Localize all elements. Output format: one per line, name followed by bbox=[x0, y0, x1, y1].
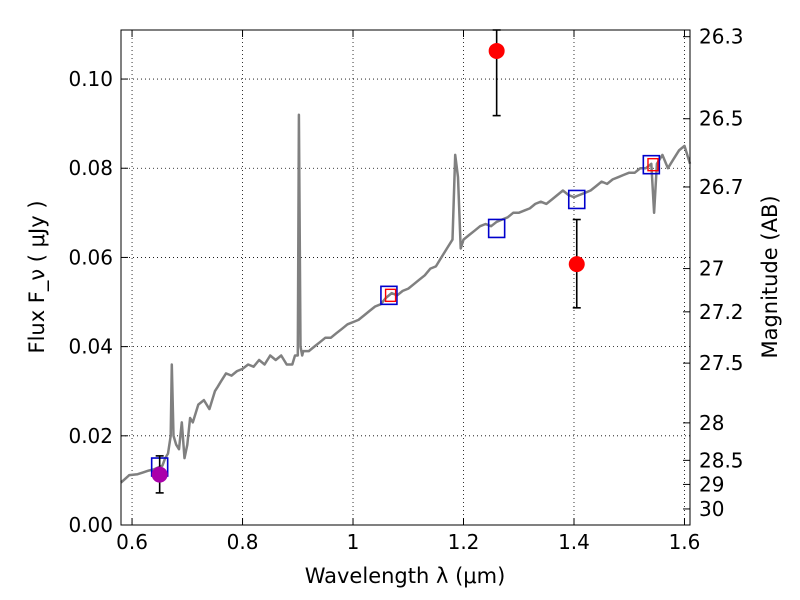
detection-point bbox=[568, 256, 585, 273]
y-tick-label: 0.10 bbox=[68, 67, 113, 91]
model-box bbox=[642, 154, 661, 175]
hst-point bbox=[151, 466, 168, 483]
right-tick-label: 30 bbox=[699, 497, 724, 521]
right-tick-label: 26.3 bbox=[699, 25, 744, 49]
y-tick-label: 0.04 bbox=[68, 335, 113, 359]
x-tick-label: 1 bbox=[347, 530, 360, 554]
right-tick-label: 27.2 bbox=[699, 300, 744, 324]
right-tick-label: 27 bbox=[699, 257, 724, 281]
right-axis-label: Magnitude (AB) bbox=[758, 195, 782, 358]
plot-frame bbox=[120, 29, 691, 526]
right-tick-label: 27.5 bbox=[699, 351, 744, 375]
x-tick-label: 0.8 bbox=[227, 530, 259, 554]
x-tick-label: 1.2 bbox=[448, 530, 480, 554]
y-tick-label: 0.06 bbox=[68, 245, 113, 269]
observed-box bbox=[384, 288, 397, 303]
photometry-markers bbox=[150, 29, 661, 494]
right-tick-label: 26.7 bbox=[699, 175, 744, 199]
x-tick-label: 0.6 bbox=[116, 530, 148, 554]
x-tick-label: 1.4 bbox=[558, 530, 590, 554]
grid-lines bbox=[121, 30, 690, 526]
axis-ticks bbox=[121, 30, 690, 526]
y-tick-labels: 0.00 0.02 0.04 0.06 0.08 0.10 bbox=[68, 67, 113, 537]
spectrum-line bbox=[120, 113, 692, 484]
y-tick-label: 0.08 bbox=[68, 156, 113, 180]
y-tick-label: 0.00 bbox=[68, 513, 113, 537]
model-box bbox=[567, 189, 586, 210]
x-tick-labels: 0.6 0.8 1 1.2 1.4 1.6 bbox=[116, 530, 700, 554]
observed-box bbox=[647, 157, 659, 172]
right-tick-label: 29 bbox=[699, 472, 724, 496]
x-tick-label: 1.6 bbox=[669, 530, 701, 554]
model-box bbox=[487, 218, 506, 239]
y-tick-label: 0.02 bbox=[68, 424, 113, 448]
right-tick-label: 26.5 bbox=[699, 107, 744, 131]
right-tick-label: 28 bbox=[699, 411, 724, 435]
model-spectrum bbox=[120, 113, 692, 484]
detection-point bbox=[488, 42, 505, 59]
model-box bbox=[380, 285, 398, 306]
y-axis-label: Flux F_ν ( μJy ) bbox=[25, 200, 50, 353]
right-tick-label: 28.5 bbox=[699, 448, 744, 472]
x-axis-label: Wavelength λ (μm) bbox=[305, 564, 506, 588]
